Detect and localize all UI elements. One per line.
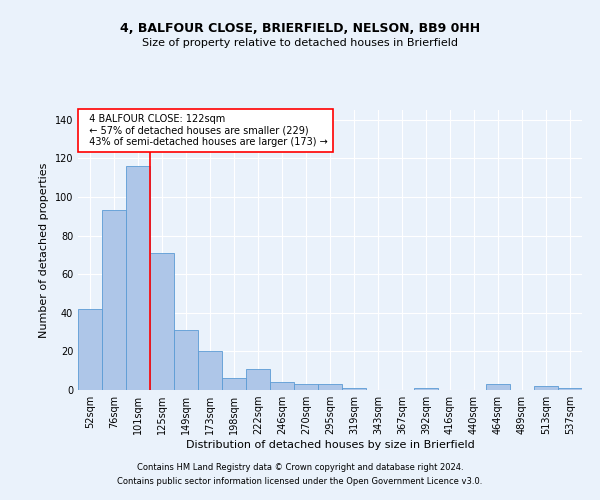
Text: 4 BALFOUR CLOSE: 122sqm
  ← 57% of detached houses are smaller (229)
  43% of se: 4 BALFOUR CLOSE: 122sqm ← 57% of detache… <box>83 114 328 148</box>
Bar <box>246 369 270 390</box>
Text: Size of property relative to detached houses in Brierfield: Size of property relative to detached ho… <box>142 38 458 48</box>
Y-axis label: Number of detached properties: Number of detached properties <box>39 162 49 338</box>
Bar <box>318 384 342 390</box>
Text: Contains HM Land Registry data © Crown copyright and database right 2024.: Contains HM Land Registry data © Crown c… <box>137 464 463 472</box>
Bar <box>102 210 126 390</box>
Text: Contains public sector information licensed under the Open Government Licence v3: Contains public sector information licen… <box>118 477 482 486</box>
Bar <box>222 378 246 390</box>
Bar <box>270 382 294 390</box>
Bar <box>342 388 366 390</box>
Bar <box>150 253 174 390</box>
Bar <box>294 384 318 390</box>
Bar <box>534 386 558 390</box>
Bar <box>198 352 222 390</box>
Bar <box>126 166 150 390</box>
X-axis label: Distribution of detached houses by size in Brierfield: Distribution of detached houses by size … <box>185 440 475 450</box>
Bar <box>414 388 438 390</box>
Bar <box>486 384 510 390</box>
Text: 4, BALFOUR CLOSE, BRIERFIELD, NELSON, BB9 0HH: 4, BALFOUR CLOSE, BRIERFIELD, NELSON, BB… <box>120 22 480 36</box>
Bar <box>558 388 582 390</box>
Bar <box>174 330 198 390</box>
Bar <box>78 309 102 390</box>
